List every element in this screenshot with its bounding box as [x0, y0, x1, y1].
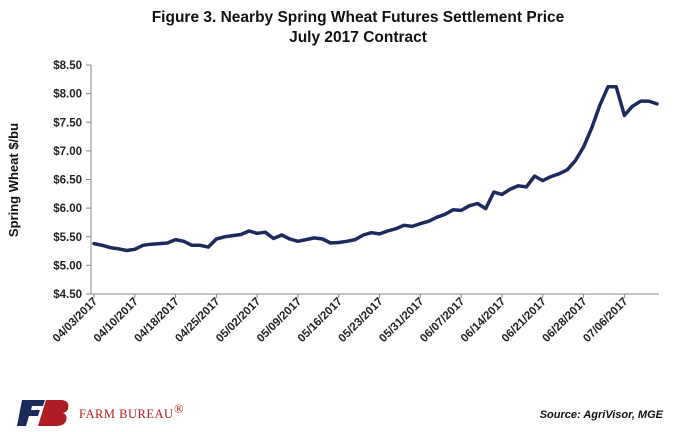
x-tick-label: 07/06/2017: [581, 296, 630, 345]
y-tick-label: $6.50: [53, 175, 82, 187]
source-note: Source: AgriVisor, MGE: [540, 409, 664, 421]
y-tick-label: $8.00: [53, 89, 82, 101]
brand-name: FARM BUREAU: [79, 407, 174, 421]
chart-subtitle: July 2017 Contract: [289, 29, 427, 46]
y-tick-label: $7.50: [53, 117, 82, 129]
y-axis: $4.50 $5.00 $5.50 $6.00 $6.50 $7.00 $7.50 $8.00…: [53, 60, 91, 301]
y-tick-label: $5.50: [53, 232, 82, 244]
fb-logo-icon: [17, 400, 69, 426]
x-axis: 04/03/201704/10/201704/18/201704/25/2017…: [51, 294, 630, 345]
brand-registered-mark: ®: [174, 402, 184, 416]
y-tick-label: $8.50: [53, 60, 82, 72]
y-tick-label: $4.50: [53, 289, 82, 301]
chart-title: Figure 3. Nearby Spring Wheat Futures Se…: [152, 9, 565, 26]
y-tick-label: $7.00: [53, 146, 82, 158]
series-line: [92, 85, 659, 253]
y-tick-label: $6.00: [53, 203, 82, 215]
farm-bureau-logo: FARM BUREAU ®: [17, 400, 184, 426]
y-axis-title: Spring Wheat $/bu: [6, 123, 21, 237]
y-tick-label: $5.00: [53, 260, 82, 272]
